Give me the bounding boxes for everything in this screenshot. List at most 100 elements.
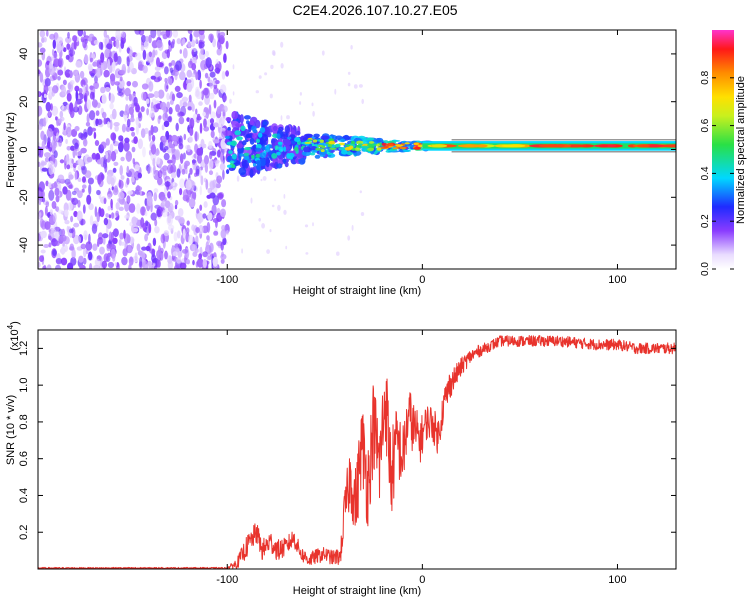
spectrogram-cell xyxy=(204,155,209,165)
spectrogram-cell xyxy=(179,153,184,165)
spectrogram-cell xyxy=(367,147,375,151)
spectrogram-cell xyxy=(288,152,295,158)
spectrogram-cell xyxy=(69,243,75,251)
spectrogram-cell xyxy=(110,36,116,41)
spectrogram-cell xyxy=(73,234,80,245)
spectrogram-cell xyxy=(140,206,146,216)
spectrogram-cell xyxy=(105,138,110,146)
spectrogram-cell xyxy=(395,144,403,147)
spectrogram-panel: -100 0 100 -40 -20 0 20 40 Height of straight … xyxy=(5,29,677,297)
spectrogram-cell xyxy=(273,125,278,132)
spectrogram-cell xyxy=(269,93,273,99)
spectrogram-cell xyxy=(413,142,420,146)
spectrogram-cell xyxy=(208,170,214,176)
spectrogram-cell xyxy=(256,138,260,144)
spectrogram-cell xyxy=(261,223,265,229)
spectrogram-cell xyxy=(133,96,138,107)
spectrogram-cell xyxy=(225,40,229,50)
colorbar-tick-label: 0.4 xyxy=(700,166,711,180)
spectrogram-cell xyxy=(120,40,125,49)
spectrogram-cell xyxy=(299,101,302,105)
spectrogram-cell xyxy=(163,230,169,237)
spectrogram-cell xyxy=(155,49,158,56)
spectrogram-cell xyxy=(40,230,47,239)
spectrogram-cell xyxy=(179,216,185,226)
spectrogram-cell xyxy=(51,105,59,116)
spectrogram-cell xyxy=(249,168,254,178)
spectrogram-cell xyxy=(53,52,58,59)
spectrogram-cell xyxy=(355,144,362,148)
spectrogram-cell xyxy=(39,30,46,38)
spectrogram-cell xyxy=(187,30,193,34)
spectrogram-cell xyxy=(38,105,43,116)
spectrogram-cell xyxy=(156,249,162,259)
spectrogram-cell xyxy=(304,141,312,144)
spectrogram-cell xyxy=(199,79,202,89)
spectrogram-cell xyxy=(211,204,217,216)
spectrogram-cell xyxy=(289,156,293,160)
spectrogram-cell xyxy=(154,66,161,71)
spectrogram-cell xyxy=(222,169,225,180)
spectrogram-cell xyxy=(245,134,251,139)
snr-y-multiplier: (x104) xyxy=(6,321,21,351)
spectrogram-cell xyxy=(312,110,315,117)
spectrogram-cell xyxy=(60,234,67,242)
spectrogram-cell xyxy=(38,142,41,147)
spectrogram-cell xyxy=(168,107,173,115)
spectrogram-cell xyxy=(95,67,102,78)
spectrogram-cell xyxy=(114,81,120,86)
spectrogram-cell xyxy=(204,72,209,79)
spectrogram-cell xyxy=(156,57,160,67)
spectrogram-cell xyxy=(64,219,70,225)
spectrogram-cell xyxy=(203,126,210,132)
spectrogram-cell xyxy=(186,144,191,153)
spectrogram-cell xyxy=(264,72,268,76)
spectrogram-cell xyxy=(239,153,245,157)
spectrogram-cell xyxy=(280,115,283,121)
spectrogram-cell xyxy=(62,242,65,247)
spectrogram-cell xyxy=(286,115,290,120)
spectrogram-cell xyxy=(56,42,62,53)
spectrogram-cell xyxy=(195,35,199,44)
spectrogram-cell xyxy=(126,81,132,87)
spectrogram-cell xyxy=(75,60,82,68)
spectrogram-cell xyxy=(258,75,262,79)
spectrogram-cell xyxy=(77,199,81,208)
spectrogram-cell xyxy=(157,30,162,38)
spectrogram-cell xyxy=(107,205,111,211)
spectrogram-cell xyxy=(128,93,132,102)
spectrogram-cell xyxy=(186,259,191,265)
spectrogram-cell xyxy=(388,143,394,147)
spectrogram-cell xyxy=(66,126,72,138)
spectrogram-cell xyxy=(77,177,82,182)
spectrogram-cell xyxy=(335,143,341,148)
spectrogram-cell xyxy=(138,112,143,122)
spectrogram-cell xyxy=(236,143,243,149)
spectrogram-cell xyxy=(260,133,269,143)
spectrogram-cell xyxy=(286,136,292,140)
spectrogram-cell xyxy=(38,59,43,67)
spectrogram-cell xyxy=(381,142,387,146)
spectrogram-cell xyxy=(186,227,190,234)
spectrogram-cell xyxy=(202,213,207,219)
spectrogram-cell xyxy=(78,132,84,139)
spectrogram-cell xyxy=(74,125,80,132)
spectrogram-cell xyxy=(147,93,155,98)
spectrogram-cell xyxy=(361,145,369,149)
spectrogram-cell xyxy=(141,91,147,101)
spectrogram-cell xyxy=(160,196,167,202)
spectrogram-cell xyxy=(209,92,215,100)
spectrogram-cell xyxy=(115,202,120,210)
colorbar-tick-label: 0.0 xyxy=(700,262,711,276)
spectrogram-cell xyxy=(213,159,220,164)
spectrogram-cell xyxy=(148,131,152,142)
spectrogram-cell xyxy=(255,143,262,149)
spectrogram-cell xyxy=(347,235,351,241)
spectrogram-x-ticks: -100 0 100 xyxy=(216,30,627,286)
spectrogram-cell xyxy=(221,224,226,231)
spectrogram-cell xyxy=(175,60,182,71)
spectrogram-cell xyxy=(150,144,157,155)
spectrogram-cell xyxy=(93,131,97,139)
spectrogram-cell xyxy=(168,78,173,86)
spectrogram-cell xyxy=(145,98,150,104)
